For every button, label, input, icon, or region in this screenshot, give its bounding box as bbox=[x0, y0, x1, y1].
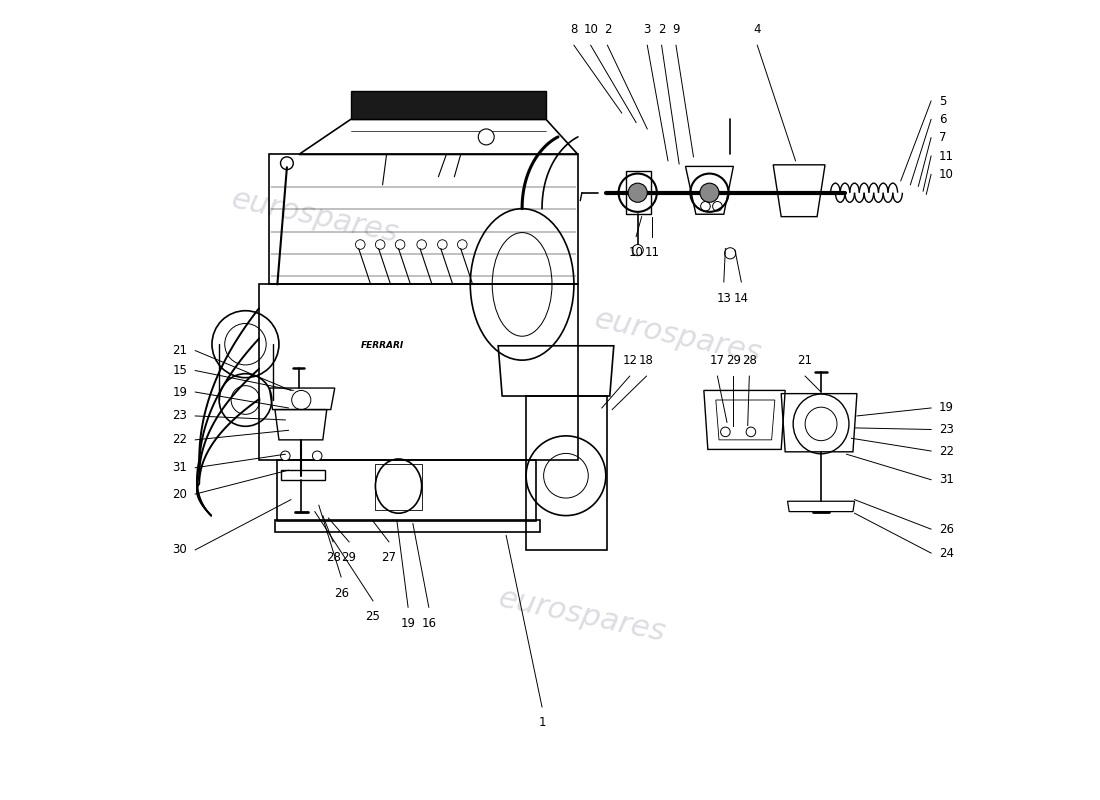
Text: 11: 11 bbox=[939, 150, 954, 162]
Text: eurospares: eurospares bbox=[495, 583, 668, 647]
Text: 15: 15 bbox=[173, 364, 187, 377]
Circle shape bbox=[312, 451, 322, 461]
Circle shape bbox=[280, 451, 290, 461]
Text: 20: 20 bbox=[173, 487, 187, 501]
Text: 12: 12 bbox=[623, 354, 637, 366]
Text: eurospares: eurospares bbox=[229, 185, 402, 249]
Text: 23: 23 bbox=[173, 410, 187, 422]
Text: 2: 2 bbox=[604, 22, 612, 36]
Circle shape bbox=[746, 427, 756, 437]
Text: 2: 2 bbox=[658, 22, 666, 36]
Text: 22: 22 bbox=[173, 434, 187, 446]
Text: 29: 29 bbox=[342, 551, 356, 565]
Circle shape bbox=[700, 183, 719, 202]
Text: 1: 1 bbox=[538, 717, 546, 730]
Text: 28: 28 bbox=[326, 551, 341, 565]
Text: 7: 7 bbox=[939, 131, 946, 144]
Text: 3: 3 bbox=[644, 22, 651, 36]
Text: 17: 17 bbox=[710, 354, 725, 366]
Text: 19: 19 bbox=[400, 617, 416, 630]
Circle shape bbox=[478, 129, 494, 145]
Text: 21: 21 bbox=[798, 354, 813, 366]
Text: eurospares: eurospares bbox=[591, 304, 763, 368]
Text: 29: 29 bbox=[726, 354, 741, 366]
Text: 31: 31 bbox=[939, 474, 954, 486]
Text: 9: 9 bbox=[672, 22, 680, 36]
Text: 19: 19 bbox=[173, 386, 187, 398]
Text: 19: 19 bbox=[939, 402, 954, 414]
Polygon shape bbox=[351, 90, 546, 119]
Text: 11: 11 bbox=[645, 246, 660, 259]
Circle shape bbox=[628, 183, 647, 202]
Text: 18: 18 bbox=[639, 354, 653, 366]
Text: 10: 10 bbox=[939, 168, 954, 181]
Text: 28: 28 bbox=[741, 354, 757, 366]
Text: 30: 30 bbox=[173, 543, 187, 556]
Text: 25: 25 bbox=[365, 610, 381, 623]
Circle shape bbox=[725, 248, 736, 259]
Text: 23: 23 bbox=[939, 423, 954, 436]
Text: 8: 8 bbox=[570, 22, 578, 36]
Text: 16: 16 bbox=[421, 617, 437, 630]
Text: 5: 5 bbox=[939, 94, 946, 107]
Text: 26: 26 bbox=[333, 586, 349, 599]
Text: 26: 26 bbox=[939, 522, 954, 536]
Text: 14: 14 bbox=[734, 291, 749, 305]
Text: FERRARI: FERRARI bbox=[361, 342, 404, 350]
Text: 10: 10 bbox=[583, 22, 598, 36]
Circle shape bbox=[632, 245, 644, 256]
Text: 21: 21 bbox=[173, 344, 187, 357]
Text: 22: 22 bbox=[939, 445, 954, 458]
Text: 24: 24 bbox=[939, 546, 954, 559]
Text: 6: 6 bbox=[939, 113, 946, 126]
Text: 13: 13 bbox=[716, 291, 732, 305]
Circle shape bbox=[720, 427, 730, 437]
Text: 31: 31 bbox=[173, 462, 187, 474]
Text: 27: 27 bbox=[382, 551, 396, 565]
Text: 10: 10 bbox=[629, 246, 644, 259]
Text: 4: 4 bbox=[754, 22, 761, 36]
